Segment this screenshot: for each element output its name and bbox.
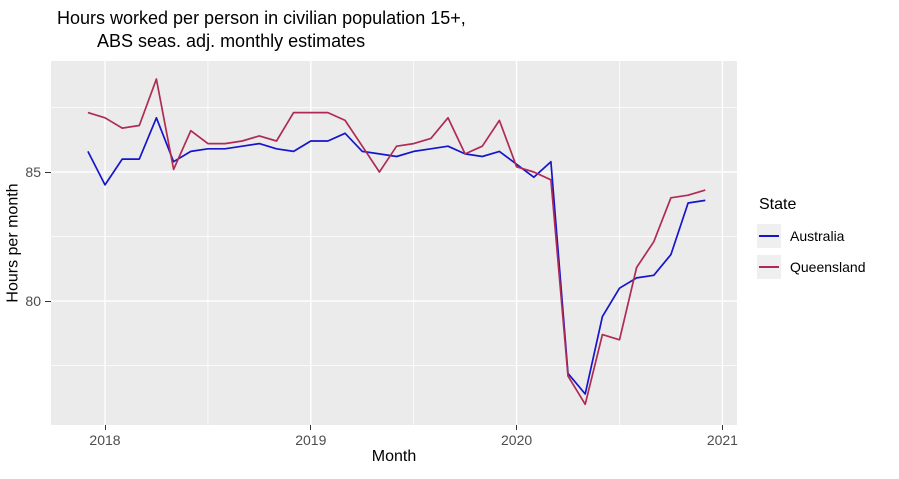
y-tick-label: 80 [25, 293, 41, 310]
series-line-queensland [87, 78, 706, 406]
x-tick-mark [104, 425, 106, 430]
legend-label-queensland: Queensland [790, 259, 866, 275]
y-tick-mark [45, 300, 51, 302]
legend-label-australia: Australia [790, 228, 845, 244]
legend-line-icon [759, 235, 779, 237]
plot-svg [51, 61, 737, 425]
y-axis-title: Hours per month [5, 183, 23, 303]
y-tick-mark [45, 171, 51, 173]
legend-entry-australia: Australia [757, 224, 866, 248]
legend-key-queensland [757, 255, 781, 279]
x-tick-mark [721, 425, 723, 430]
plot-panel [51, 61, 737, 425]
chart-title-line-1: Hours worked per person in civilian popu… [57, 8, 466, 28]
x-tick-label: 2021 [706, 432, 738, 448]
legend-line-icon [759, 266, 779, 268]
chart-title-line-2: ABS seas. adj. monthly estimates [97, 31, 366, 51]
legend-title: State [759, 196, 797, 213]
legend-entry-queensland: Queensland [757, 255, 866, 279]
x-tick-mark [310, 425, 312, 430]
y-tick-label: 85 [25, 164, 41, 180]
series-line-australia [87, 116, 706, 395]
legend: State Australia Queensland [757, 196, 866, 286]
x-tick-label: 2018 [89, 432, 121, 448]
x-tick-mark [516, 425, 518, 430]
x-axis-title: Month [371, 448, 417, 465]
x-tick-label: 2019 [295, 432, 327, 448]
y-axis-title-wrap: Hours per month [0, 61, 28, 425]
x-tick-label: 2020 [501, 432, 533, 448]
legend-key-australia [757, 224, 781, 248]
